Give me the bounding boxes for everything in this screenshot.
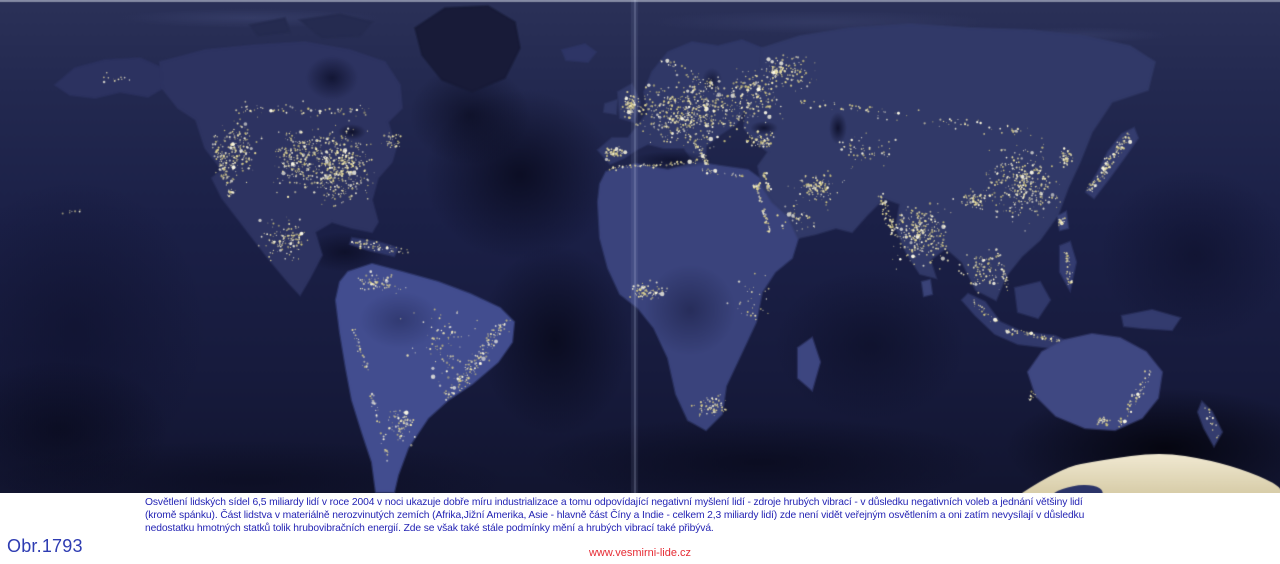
figure-caption: Osvětlení lidských sídel 6,5 miliardy li… xyxy=(145,497,1084,536)
earth-night-map xyxy=(0,0,1280,493)
caption-line-3: nedostatku hmotných statků tolik hrubovi… xyxy=(145,522,714,534)
figure-label: Obr.1793 xyxy=(7,536,83,556)
earth-night-map-canvas xyxy=(0,0,1280,493)
website-link[interactable]: www.vesmirni-lide.cz xyxy=(588,547,692,559)
caption-line-2: (kromě spánku). Část lidstva v materiáln… xyxy=(145,509,1085,521)
caption-line-1: Osvětlení lidských sídel 6,5 miliardy li… xyxy=(145,497,1083,508)
